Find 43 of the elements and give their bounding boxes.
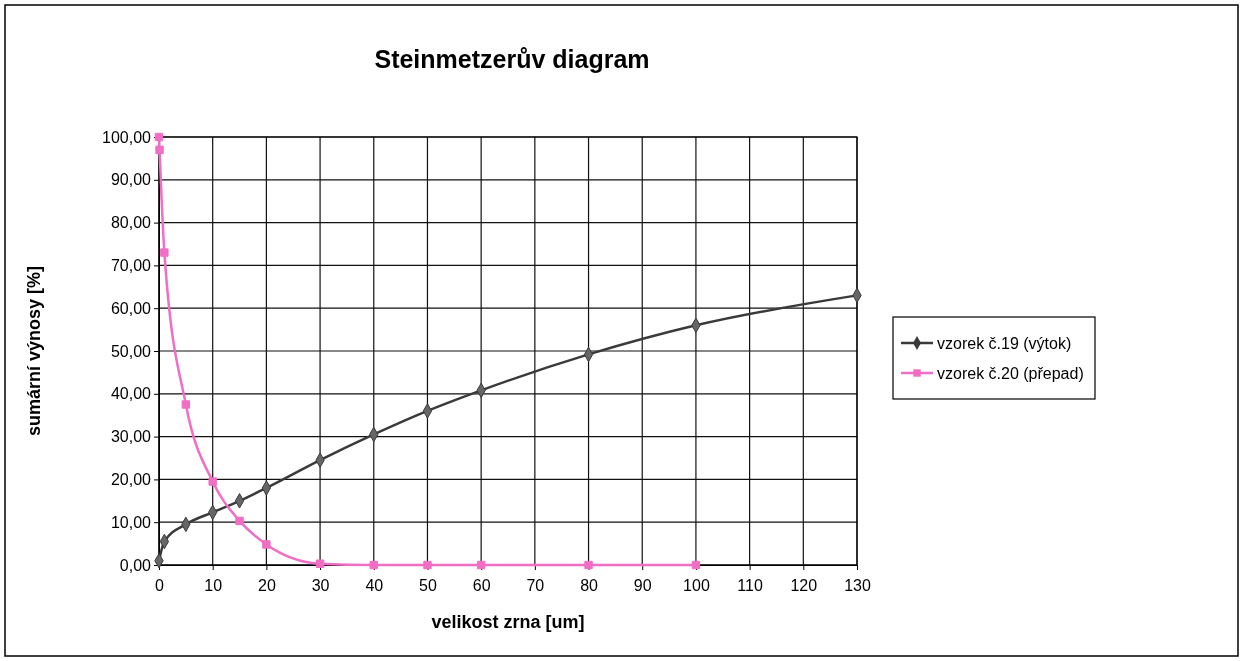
point — [315, 559, 325, 568]
x-tick-label: 80 — [580, 576, 599, 594]
x-tick-label: 0 — [155, 576, 165, 594]
x-tick-label: 130 — [844, 576, 871, 594]
x-tick-label: 70 — [526, 576, 545, 594]
point — [235, 516, 244, 526]
point — [181, 400, 191, 409]
x-tick-label: 20 — [257, 576, 276, 594]
point — [160, 248, 169, 257]
x-tick-label: 30 — [311, 576, 330, 594]
y-tick-label: 80,00 — [110, 214, 152, 232]
point — [423, 560, 432, 570]
y-tick-label: 90,00 — [110, 171, 152, 189]
x-tick-label: 40 — [365, 576, 384, 594]
point — [369, 560, 378, 570]
point — [262, 540, 271, 549]
x-tick-label: 110 — [737, 576, 763, 594]
y-tick-label: 0,00 — [119, 556, 152, 574]
x-axis-title: velikost zrna [um] — [431, 612, 585, 632]
x-tick-label: 50 — [419, 576, 437, 594]
legend-label: vzorek č.20 (přepad) — [937, 365, 1084, 382]
chart-title: Steinmetzerův diagram — [374, 45, 650, 73]
point — [476, 560, 486, 570]
x-tick-label: 60 — [472, 576, 491, 594]
x-tick-label: 100 — [683, 576, 710, 594]
y-axis-title: sumární výnosy [%] — [24, 265, 44, 437]
x-tick-label: 10 — [204, 576, 223, 594]
point — [154, 132, 164, 142]
y-tick-label: 50,00 — [110, 342, 152, 360]
y-tick-label: 100,00 — [102, 128, 152, 146]
legend-label: vzorek č.19 (výtok) — [937, 335, 1072, 352]
y-tick-label: 60,00 — [110, 299, 152, 317]
point — [208, 477, 217, 486]
x-tick-label: 120 — [790, 576, 818, 594]
y-tick-label: 70,00 — [110, 257, 152, 275]
y-tick-label: 20,00 — [110, 471, 152, 489]
point — [584, 560, 593, 570]
y-tick-label: 10,00 — [110, 513, 152, 531]
x-tick-label: 90 — [633, 576, 652, 594]
y-tick-label: 30,00 — [110, 428, 152, 446]
point — [691, 560, 701, 570]
point — [155, 145, 164, 155]
y-tick-label: 40,00 — [110, 385, 152, 403]
